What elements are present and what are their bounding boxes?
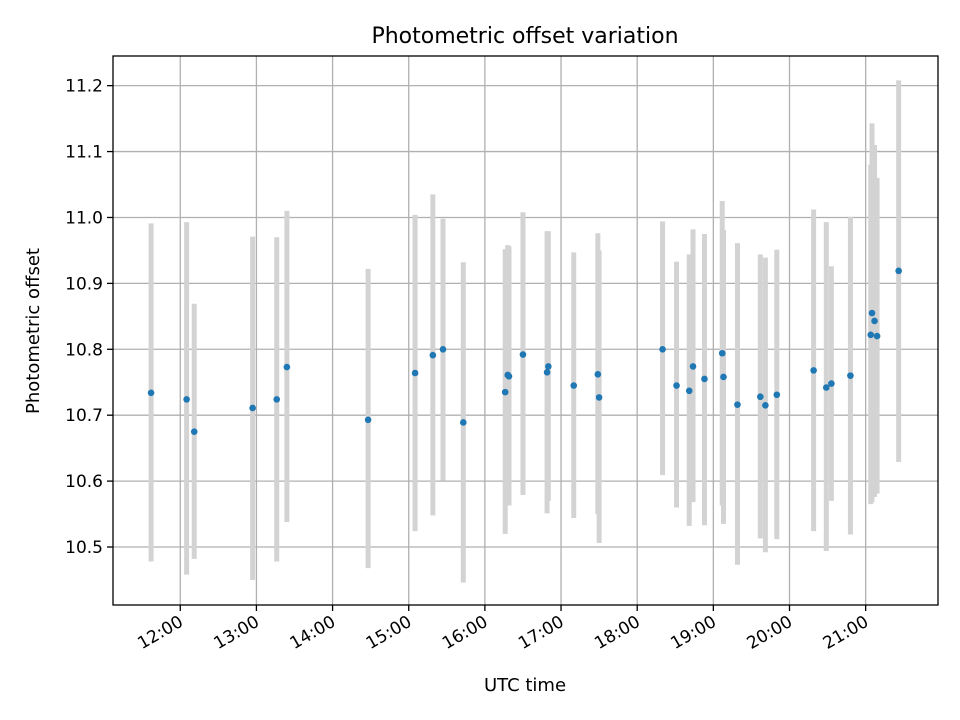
- data-point: [867, 331, 875, 339]
- x-tick-label: 12:00: [134, 612, 186, 654]
- data-point: [505, 373, 513, 380]
- data-point: [718, 349, 726, 357]
- data-point: [720, 373, 727, 381]
- x-tick-label: 13:00: [210, 612, 262, 654]
- data-point: [823, 384, 830, 391]
- y-tick-label: 11.2: [65, 77, 103, 97]
- data-point: [190, 428, 198, 435]
- y-tick-label: 11.0: [65, 208, 103, 228]
- grid: [113, 56, 938, 605]
- data-point: [439, 345, 447, 353]
- y-axis-label: Photometric offset: [23, 248, 44, 414]
- data-point: [147, 389, 155, 397]
- plot-frame: [112, 55, 939, 606]
- y-tick-label: 10.8: [65, 340, 103, 360]
- x-tick-label: 15:00: [363, 612, 415, 654]
- data-point: [828, 380, 835, 387]
- data-point: [545, 363, 552, 370]
- y-tick-label: 10.9: [65, 274, 103, 294]
- data-point: [847, 372, 854, 379]
- data-point: [673, 382, 680, 389]
- y-tick-label: 10.5: [65, 538, 103, 558]
- data-point: [873, 332, 881, 340]
- x-axis: 12:00 13:00 14:00 15:00 16:00 17:00 18:00 19:00…: [134, 605, 872, 654]
- y-tick-label: 10.7: [65, 406, 103, 426]
- x-tick-label: 18:00: [591, 612, 643, 654]
- data-points: [147, 267, 902, 435]
- x-tick-label: 14:00: [287, 612, 339, 654]
- x-tick-label: 19:00: [667, 612, 719, 654]
- data-point: [701, 375, 708, 383]
- x-tick-label: 16:00: [439, 612, 491, 654]
- data-point: [734, 401, 741, 408]
- x-tick-label: 17:00: [515, 612, 567, 654]
- data-point: [183, 396, 190, 403]
- data-point: [411, 369, 419, 377]
- data-point: [757, 393, 764, 401]
- data-point: [659, 345, 666, 353]
- data-point: [283, 363, 291, 371]
- data-point: [871, 317, 878, 325]
- x-tick-label: 20:00: [744, 612, 796, 654]
- data-point: [762, 402, 769, 409]
- data-point: [364, 416, 372, 424]
- data-point: [595, 394, 603, 401]
- y-tick-label: 10.6: [65, 472, 103, 492]
- data-point: [273, 396, 281, 403]
- y-axis: 10.5 10.6 10.7 10.8 10.9 11.0 11.1 11.2: [65, 77, 113, 558]
- data-point: [868, 309, 876, 317]
- data-point: [249, 404, 256, 412]
- data-point: [685, 387, 693, 395]
- data-point: [594, 371, 602, 378]
- x-tick-label: 21:00: [820, 612, 872, 654]
- data-point: [519, 351, 527, 358]
- data-point: [895, 267, 902, 275]
- data-point: [773, 391, 781, 399]
- data-point: [570, 382, 578, 389]
- data-point: [543, 369, 551, 376]
- data-point: [460, 419, 467, 426]
- data-point: [810, 367, 817, 374]
- x-axis-label: UTC time: [484, 675, 566, 696]
- data-point: [501, 388, 509, 396]
- y-tick-label: 11.1: [65, 143, 103, 163]
- data-point: [429, 351, 437, 359]
- data-point: [689, 363, 697, 370]
- chart-title: Photometric offset variation: [371, 24, 678, 49]
